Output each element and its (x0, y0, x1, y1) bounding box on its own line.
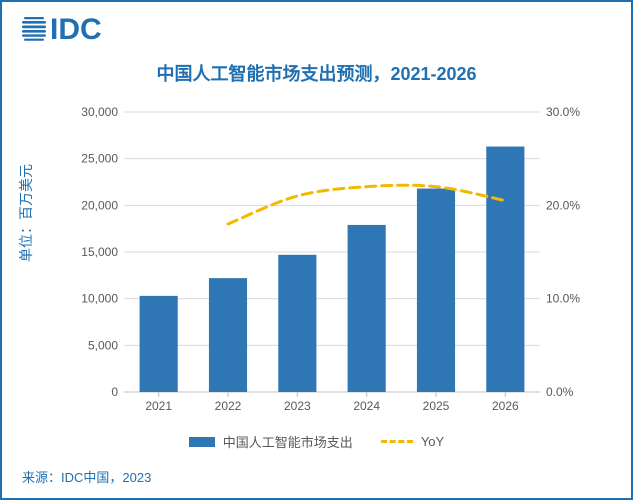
y-left-tick-label: 25,000 (81, 152, 118, 166)
legend-bar-label: 中国人工智能市场支出 (223, 432, 353, 451)
y-left-tick-label: 0 (111, 385, 118, 399)
idc-logo-globe-icon (22, 16, 46, 42)
y-left-tick-label: 5,000 (88, 338, 118, 352)
y-left-tick-label: 20,000 (81, 198, 118, 212)
bar (140, 296, 178, 392)
y-left-tick-label: 30,000 (81, 105, 118, 119)
chart-title: 中国人工智能市场支出预测，2021-2026 (2, 60, 631, 86)
y-right-tick-label: 30.0% (546, 105, 580, 119)
y-right-tick-label: 0.0% (546, 385, 574, 399)
yoy-line (228, 185, 505, 224)
legend: 中国人工智能市场支出 YoY (2, 432, 631, 451)
x-tick-label: 2025 (423, 399, 450, 413)
legend-swatch-bar (189, 437, 215, 447)
x-tick-label: 2021 (145, 399, 172, 413)
bar (278, 255, 316, 392)
bar (209, 278, 247, 392)
bar (486, 147, 524, 392)
legend-line-label: YoY (421, 434, 444, 449)
legend-swatch-line (381, 440, 413, 443)
chart-svg: 0 5,000 10,000 15,000 20,000 25,000 30,000 0.0%… (72, 102, 592, 422)
x-tick-label: 2026 (492, 399, 519, 413)
legend-item-bars: 中国人工智能市场支出 (189, 432, 353, 451)
chart-area: 0 5,000 10,000 15,000 20,000 25,000 30,000 0.0%… (72, 102, 592, 422)
x-tick-label: 2023 (284, 399, 311, 413)
bar (348, 225, 386, 392)
x-tick-label: 2024 (353, 399, 380, 413)
bar (417, 189, 455, 392)
idc-logo-text: IDC (50, 14, 128, 44)
y-right-tick-label: 10.0% (546, 292, 580, 306)
idc-logo: IDC (22, 14, 128, 44)
y-right-tick-label: 20.0% (546, 198, 580, 212)
svg-text:IDC: IDC (50, 14, 102, 44)
legend-item-line: YoY (381, 434, 444, 449)
y-left-tick-label: 10,000 (81, 292, 118, 306)
y-left-tick-label: 15,000 (81, 245, 118, 259)
y-axis-left-title: 单位：百万美元 (16, 164, 36, 262)
source-text: 来源：IDC中国，2023 (22, 467, 151, 486)
x-tick-label: 2022 (215, 399, 242, 413)
